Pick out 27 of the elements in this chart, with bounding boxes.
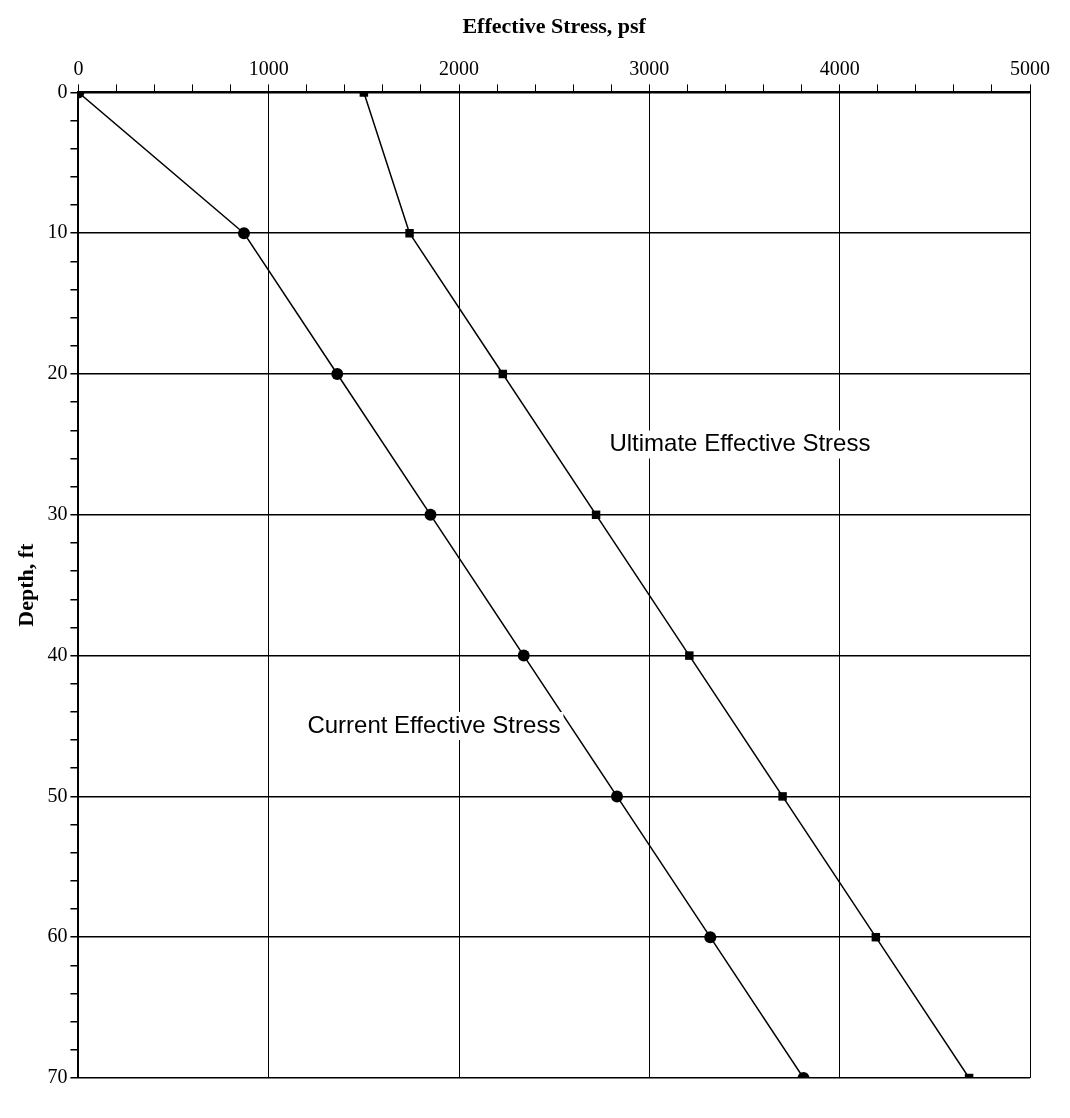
y-tick-label: 50: [47, 783, 68, 806]
y-tick-label: 40: [47, 642, 68, 665]
series-label: Ultimate Effective Stress: [609, 429, 871, 457]
x-tick-label: 2000: [439, 56, 480, 79]
point: [611, 790, 624, 803]
point: [704, 931, 717, 944]
y-axis-title: Depth, ft: [12, 542, 38, 627]
y-tick-label: 0: [57, 79, 68, 102]
point: [517, 649, 530, 662]
point: [331, 368, 344, 380]
y-tick-label: 10: [47, 220, 68, 243]
y-tick-label: 60: [47, 924, 68, 947]
point: [685, 651, 694, 660]
y-tick-label: 20: [47, 361, 68, 384]
x-axis-title: Effective Stress, psf: [462, 12, 647, 38]
y-tick-label: 30: [47, 502, 68, 525]
x-tick-label: 1000: [248, 56, 289, 79]
y-tick-label: 70: [47, 1065, 68, 1088]
x-tick-label: 5000: [1010, 56, 1050, 79]
x-tick-label: 3000: [629, 56, 670, 79]
x-tick-label: 0: [73, 56, 84, 79]
point: [405, 228, 414, 238]
point: [778, 792, 787, 801]
point: [237, 227, 250, 240]
x-tick-label: 4000: [819, 56, 860, 79]
series-label: Current Effective Stress: [307, 710, 561, 738]
point: [424, 508, 437, 521]
